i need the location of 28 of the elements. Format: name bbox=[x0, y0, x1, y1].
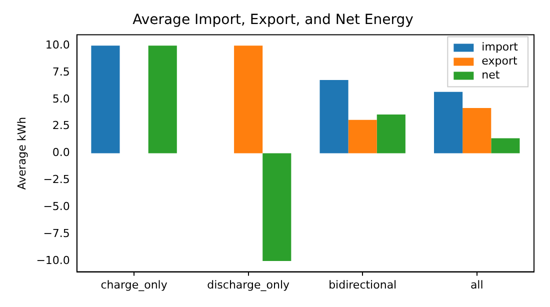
legend-label: import bbox=[482, 40, 519, 54]
y-tick-label: 7.5 bbox=[52, 65, 70, 78]
x-tick-label: discharge_only bbox=[207, 278, 290, 292]
legend-label: net bbox=[482, 68, 500, 82]
bar bbox=[91, 46, 120, 154]
bar bbox=[434, 92, 463, 154]
y-axis-title: Average kWh bbox=[15, 116, 28, 190]
y-tick-label: 5.0 bbox=[52, 92, 70, 106]
bar bbox=[320, 80, 348, 154]
y-tick-label: −5.0 bbox=[43, 200, 70, 214]
x-tick-label: all bbox=[470, 278, 484, 292]
y-tick-label: 0.0 bbox=[52, 146, 70, 160]
bar bbox=[234, 46, 263, 154]
y-tick-label: −10.0 bbox=[36, 254, 70, 267]
x-tick-label: charge_only bbox=[100, 278, 168, 292]
bar bbox=[148, 46, 177, 154]
y-tick-label: −2.5 bbox=[43, 173, 70, 186]
legend-label: export bbox=[482, 54, 518, 68]
bar bbox=[348, 120, 377, 154]
x-tick-label: bidirectional bbox=[328, 278, 397, 292]
y-tick-label: 2.5 bbox=[52, 119, 70, 132]
y-tick-label: 10.0 bbox=[45, 38, 70, 52]
bar bbox=[462, 108, 492, 154]
chart-title: Average Import, Export, and Net Energy bbox=[132, 12, 414, 28]
bar bbox=[491, 138, 520, 154]
bar bbox=[376, 114, 406, 154]
y-tick-label: −7.5 bbox=[43, 226, 70, 240]
bar bbox=[262, 153, 292, 262]
